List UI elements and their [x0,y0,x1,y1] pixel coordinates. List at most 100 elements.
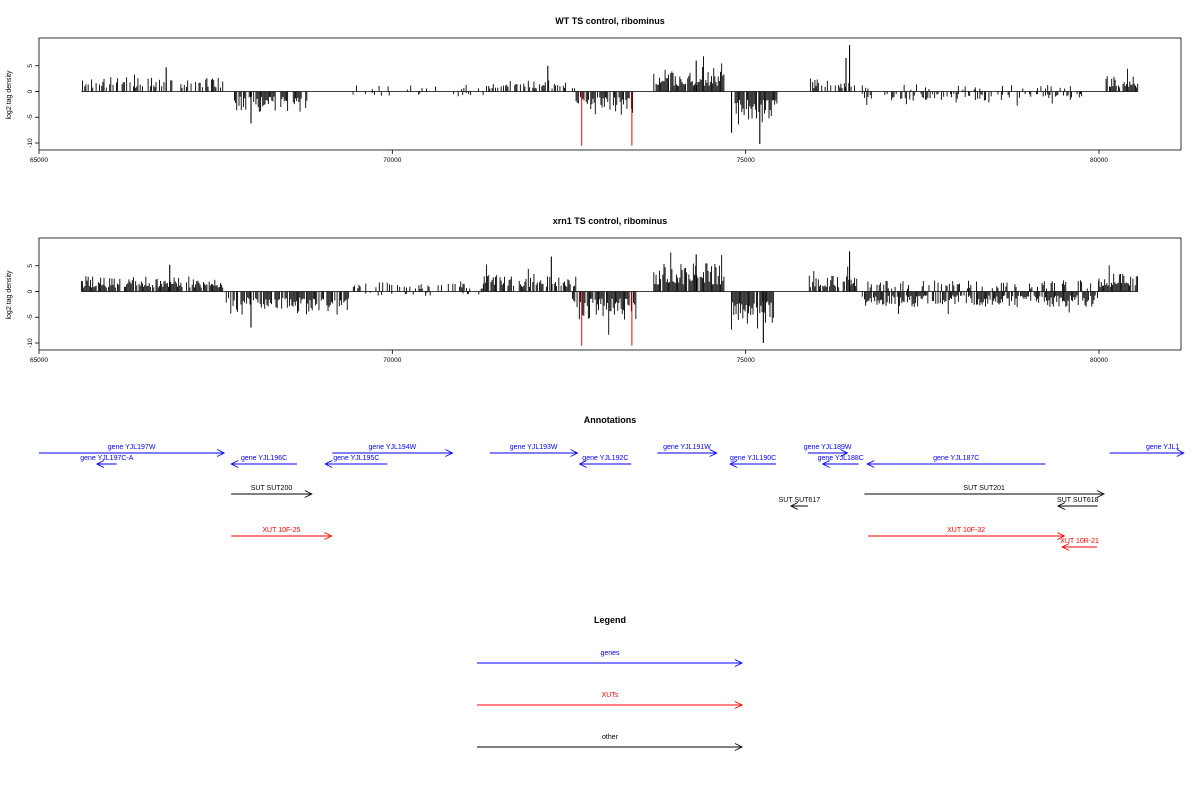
x-tick-label: 80000 [1090,357,1108,364]
y-axis-label: log2 tag density [6,270,13,320]
annotation-label: SUT SUT200 [251,485,293,492]
legend-entry-xut: XUTs [477,692,744,709]
annotation-other: SUT SUT201 [864,485,1105,498]
annotation-label: gene YJL193W [510,444,558,451]
annotation-gene: gene YJL193W [489,444,579,457]
annotations-title: Annotations [584,415,637,425]
annotation-label: gene YJL191W [663,444,711,451]
annotation-label: gene YJL188C [818,455,864,462]
arrow-head [445,449,454,457]
arrow-head [866,460,875,468]
annotation-label: gene YJL196C [241,455,287,462]
arrow-head [734,701,744,709]
annotation-gene: gene YJL197C-A [80,455,134,468]
legend-title: Legend [594,615,626,625]
arrow-head [1057,502,1066,510]
annotation-label: XUT 10F-32 [947,527,985,534]
bar-layer [82,45,1139,146]
annotation-label: gene YJL192C [582,455,628,462]
arrow-head [734,659,744,667]
arrow-head [821,460,830,468]
arrow-head [1176,449,1185,457]
annotation-label: XUT 10R-21 [1060,538,1099,545]
annotation-gene: gene YJL188C [818,455,864,468]
annotation-gene: gene YJL189W [804,444,852,457]
annotation-label: SUT SUT201 [963,485,1005,492]
annotation-gene: gene YJL191W [657,444,718,457]
y-axis-label: log2 tag density [6,70,13,120]
y-tick-label: 5 [27,264,34,268]
panel-title: WT TS control, ribominus [555,16,665,26]
annotation-label: gene YJL1 [1146,444,1179,451]
arrow-head [304,490,313,498]
arrow-head [729,460,738,468]
legend-entry-gene: genes [477,650,744,667]
panel-xrn1-track: xrn1 TS control, ribominus log2 tag dens… [6,216,1182,364]
annotation-xut: XUT 10R-21 [1060,538,1099,551]
annotation-label: gene YJL197C-A [80,455,134,462]
annotation-gene: gene YJL187C [866,455,1046,468]
annotation-gene: gene YJL192C [578,455,632,468]
legend-label: other [602,734,619,741]
annotation-gene: gene YJL194W [332,444,454,457]
bar-layer [80,251,1138,346]
y-tick-label: -10 [27,338,34,348]
arrow-head [734,743,744,751]
legend: Legend genes XUTs other [477,615,744,751]
panel-wt-track: WT TS control, ribominus log2 tag densit… [6,16,1182,164]
arrow-head [840,449,849,457]
legend-entry-other: other [477,734,744,751]
y-tick-label: 5 [27,64,34,68]
arrow-head [578,460,587,468]
y-tick-label: -5 [27,314,34,320]
annotation-label: XUT 10F-25 [262,527,300,534]
plot-frame [38,37,1182,151]
annotation-other: SUT SUT618 [1057,497,1099,510]
x-tick-label: 65000 [30,157,48,164]
annotation-label: gene YJL190C [730,455,776,462]
arrow-head [230,460,239,468]
arrow-head [216,449,226,457]
annotation-label: SUT SUT617 [779,497,821,504]
annotation-other: SUT SUT200 [231,485,313,498]
x-tick-label: 80000 [1090,157,1108,164]
annotation-features: gene YJL197W gene YJL197C-A gene YJL196C ge… [39,444,1185,551]
arrow-head [1096,490,1105,498]
annotation-xut: XUT 10F-32 [867,527,1066,540]
annotation-label: gene YJL189W [804,444,852,451]
panel-title: xrn1 TS control, ribominus [553,216,668,226]
annotation-gene: gene YJL196C [230,455,297,468]
y-tick-label: -10 [27,138,34,148]
annotation-gene: gene YJL1 [1109,444,1185,457]
annotation-gene: gene YJL195C [324,455,388,468]
annotation-other: SUT SUT617 [779,497,821,510]
axes: 65000 70000 75000 80000 -10 -5 0 5 [27,64,1138,164]
y-tick-label: 0 [27,289,34,293]
x-tick-label: 75000 [737,157,755,164]
x-tick-label: 75000 [737,357,755,364]
annotation-xut: XUT 10F-25 [231,527,333,540]
annotation-label: gene YJL187C [933,455,979,462]
x-tick-label: 65000 [30,357,48,364]
x-tick-label: 70000 [383,357,401,364]
arrow-head [1057,532,1066,540]
axes: 65000 70000 75000 80000 -10 -5 0 5 [27,264,1138,364]
annotation-gene: gene YJL197W [39,444,226,457]
y-tick-label: -5 [27,114,34,120]
plot-frame [38,237,1182,351]
arrow-head [324,460,333,468]
arrow-head [324,532,333,540]
annotation-label: gene YJL195C [333,455,379,462]
arrow-head [789,502,799,510]
annotation-label: SUT SUT618 [1057,497,1099,504]
annotation-label: gene YJL197W [108,444,156,451]
legend-label: XUTs [602,692,619,699]
legend-entries: genes XUTs other [477,650,744,751]
arrow-head [95,460,105,468]
arrow-head [1061,543,1070,551]
arrow-head [570,449,579,457]
y-tick-label: 0 [27,89,34,93]
